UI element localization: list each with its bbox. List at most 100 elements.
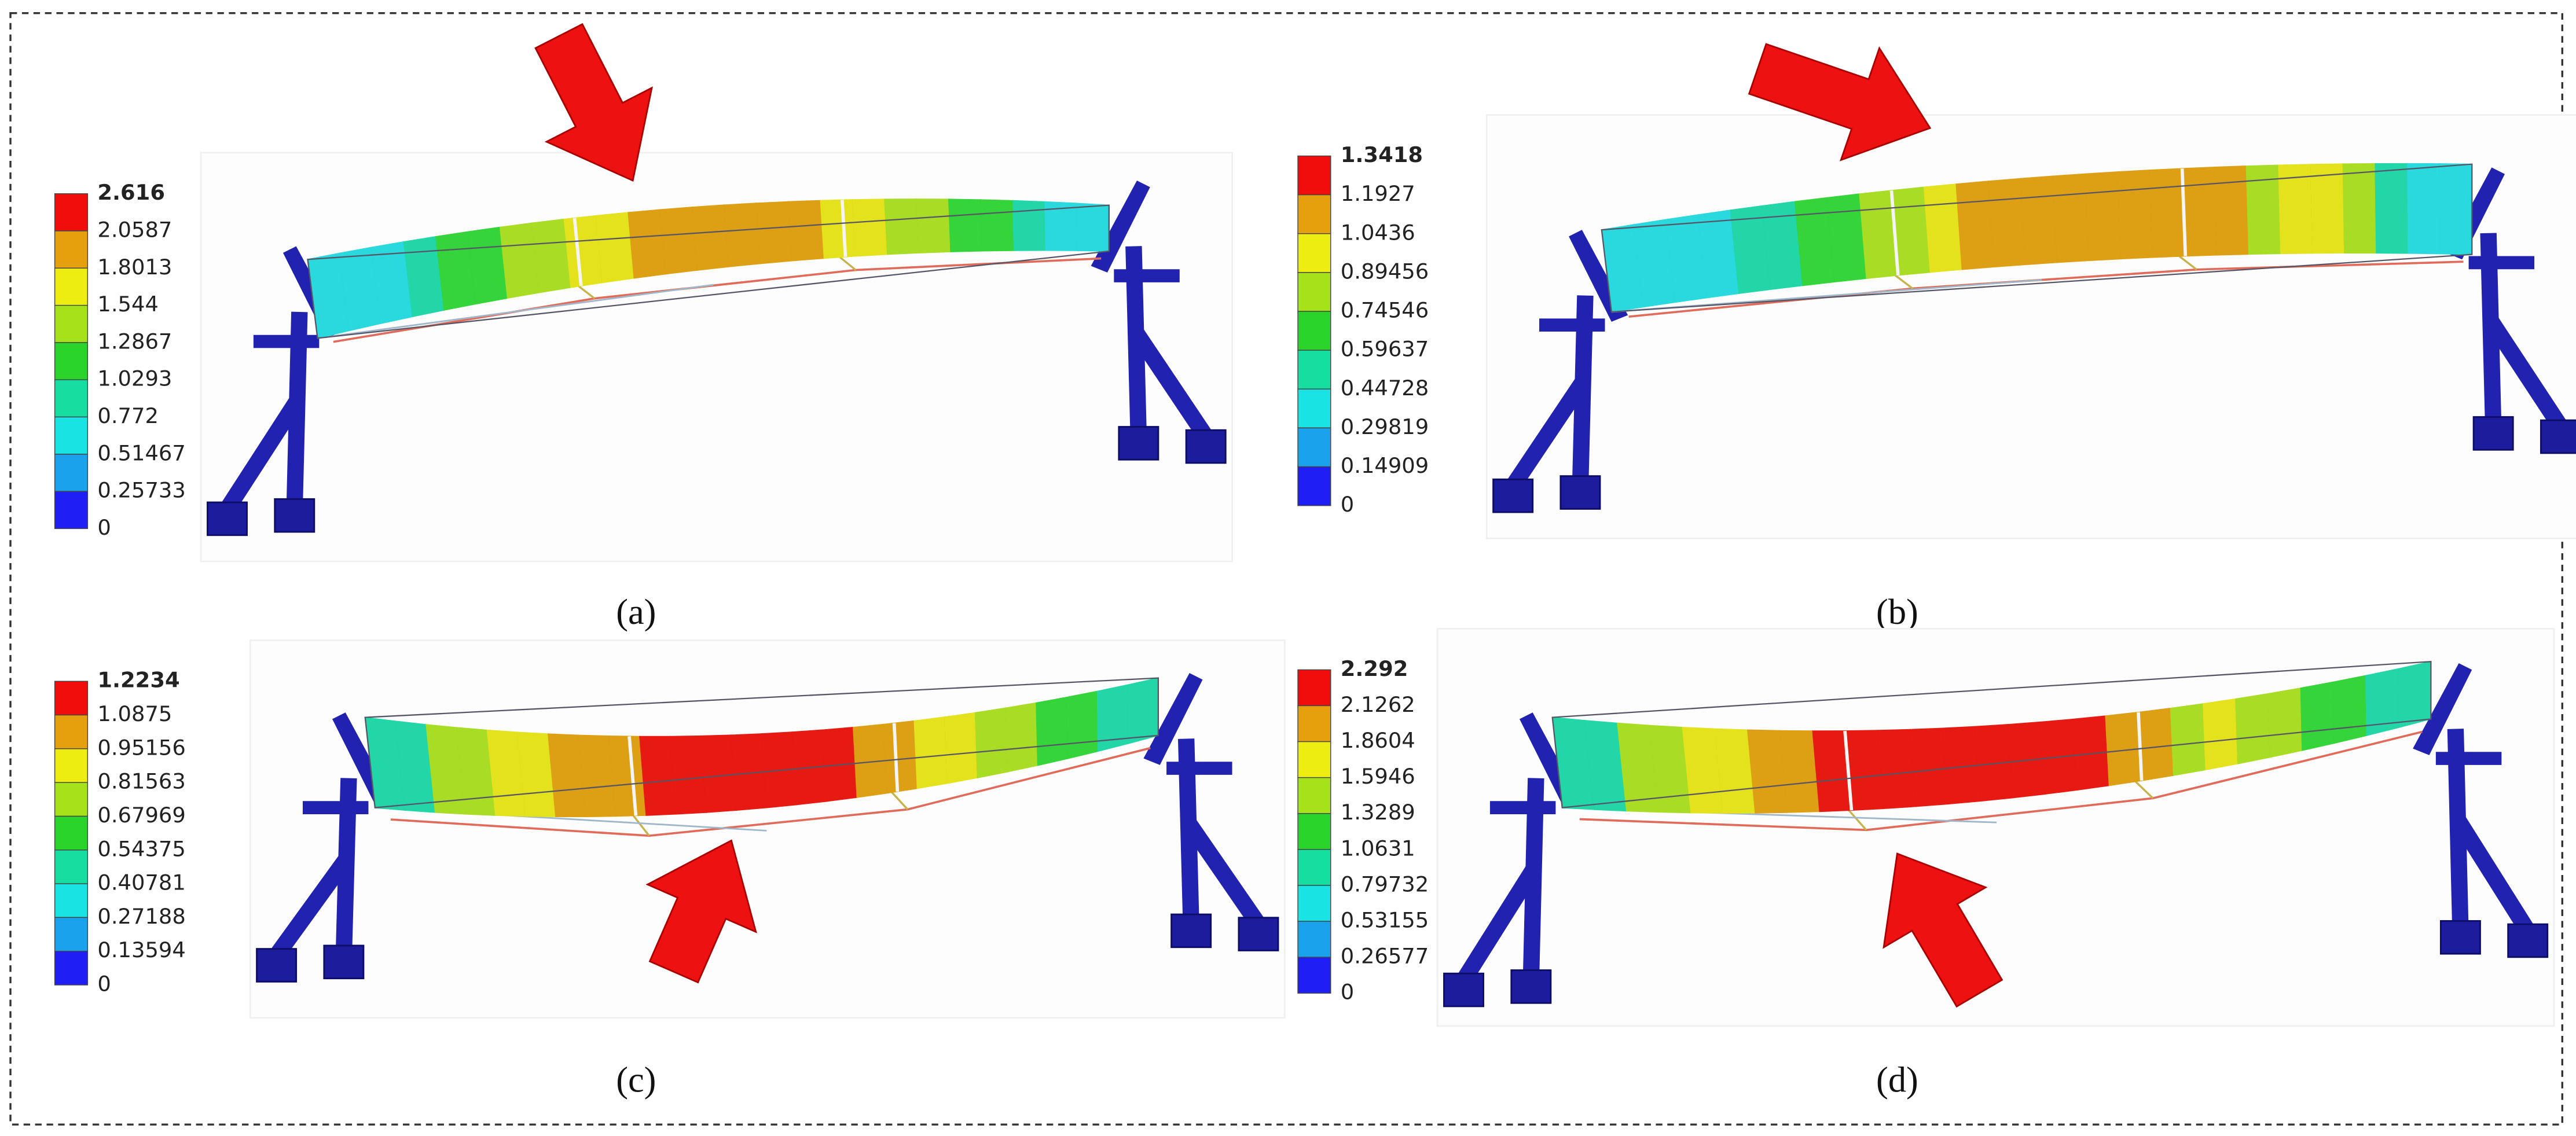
panel-caption: (c): [616, 1060, 656, 1100]
legend-label: 1.0293: [97, 366, 172, 391]
panel-caption: (d): [1876, 1060, 1918, 1100]
support-foot: [1170, 913, 1212, 948]
panel-joint: [1843, 730, 1854, 811]
truss: [333, 257, 1102, 343]
load-arrow: [645, 839, 757, 984]
legend-band: [54, 379, 89, 418]
legend-band: [1297, 427, 1331, 468]
legend-label: 2.292: [1341, 656, 1408, 681]
truss-strut: [1895, 274, 1914, 289]
support-foot: [1492, 478, 1534, 513]
support-foot: [1559, 475, 1601, 510]
legend-label: 2.616: [97, 180, 165, 205]
deck-strip: [2213, 166, 2250, 256]
deck-outline: [364, 677, 1159, 808]
legend-label: 0.54375: [97, 836, 185, 861]
deck-outline: [1551, 660, 2432, 808]
legend-band: [1297, 350, 1331, 390]
legend-label: 0.79732: [1341, 872, 1429, 896]
legend-band: [54, 491, 89, 530]
legend-label: 0: [97, 972, 111, 997]
legend-band: [54, 815, 89, 851]
support-leg: [2485, 317, 2568, 432]
legend-label: 0.26577: [1341, 944, 1429, 969]
legend-label: 1.2867: [97, 329, 172, 354]
support-leg: [1506, 378, 1589, 491]
legend-band: [1297, 921, 1331, 958]
deck-strip: [974, 707, 1008, 778]
deck-strip: [916, 198, 952, 253]
truss: [1628, 260, 2464, 318]
support-leg: [270, 855, 353, 961]
deck-strip: [595, 212, 635, 284]
support-foot: [207, 501, 248, 536]
deck-strip: [883, 720, 918, 794]
legend-label: 0.95156: [97, 735, 185, 760]
legend-band: [54, 714, 89, 749]
deck-strip: [2020, 175, 2058, 266]
deck-strip: [669, 735, 707, 815]
legend-label: 2.1262: [1341, 692, 1415, 717]
legend-band: [54, 416, 89, 455]
deck-strip: [1127, 677, 1159, 744]
deck-strip: [1012, 200, 1047, 251]
truss-strut: [1848, 810, 1867, 831]
deck-strip: [2332, 675, 2368, 744]
legend-band: [1297, 957, 1331, 994]
legend-label: 1.8604: [1341, 728, 1415, 753]
legend-band: [1297, 741, 1331, 778]
panel-joint: [2137, 712, 2144, 781]
truss: [390, 747, 1151, 837]
legend-band: [54, 782, 89, 817]
legend-label: 0: [97, 515, 111, 540]
legend-label: 1.0436: [1341, 220, 1415, 245]
legend-label: 0.13594: [97, 938, 185, 962]
deck-strip: [884, 198, 920, 255]
deck-strip: [944, 712, 978, 784]
truss-strut: [2134, 781, 2154, 799]
deck-strip: [2439, 163, 2473, 255]
deck-strip: [2116, 170, 2154, 260]
truss-strut: [839, 256, 857, 271]
legend-label: 1.1927: [1341, 181, 1415, 206]
legend-band: [54, 951, 89, 986]
legend-band: [54, 681, 89, 716]
deck-strip: [2398, 661, 2432, 729]
legend-band: [54, 454, 89, 492]
legend-label: 0.89456: [1341, 259, 1429, 284]
legend-band: [54, 748, 89, 783]
legend-label: 0.74546: [1341, 298, 1429, 323]
deck-strip: [2310, 163, 2345, 254]
legend-label: 0.772: [97, 403, 159, 428]
support-foot: [2540, 419, 2576, 454]
support-leg: [2452, 817, 2535, 935]
legend-label: 0.29819: [1341, 414, 1429, 439]
deck-strip: [2137, 707, 2174, 782]
legend-band: [1297, 155, 1331, 196]
legend-label: 1.3418: [1341, 142, 1423, 167]
deck-strip: [1910, 727, 1949, 807]
legend-label: 0.67969: [97, 803, 185, 828]
deck-outline: [307, 204, 1110, 339]
deck-strip: [700, 734, 737, 813]
deck-strip: [948, 198, 983, 252]
legend-band: [1297, 777, 1331, 814]
legend-label: 0: [1341, 980, 1354, 1005]
support-foot: [1238, 917, 1279, 951]
deck-strip: [2267, 687, 2303, 758]
legend-band: [54, 917, 89, 952]
deck-strip: [2181, 167, 2218, 257]
support-leg: [1183, 819, 1265, 929]
legend-label: 0.53155: [1341, 908, 1429, 933]
support-leg: [1456, 866, 1540, 985]
deck-strip: [1877, 729, 1917, 810]
panel: 2.292 2.1262 1.8604 1.5946 1.3289 1.0631 0.797…: [1297, 628, 2555, 1100]
legend-label: 1.8013: [97, 255, 172, 280]
truss-strut: [578, 285, 596, 300]
panel-joint: [2180, 168, 2188, 256]
legend-label: 1.544: [97, 292, 159, 317]
truss-strut: [317, 284, 714, 339]
truss: [1579, 730, 2423, 832]
legend-label: 1.0631: [1341, 836, 1415, 861]
deck-strip: [1923, 183, 1963, 273]
